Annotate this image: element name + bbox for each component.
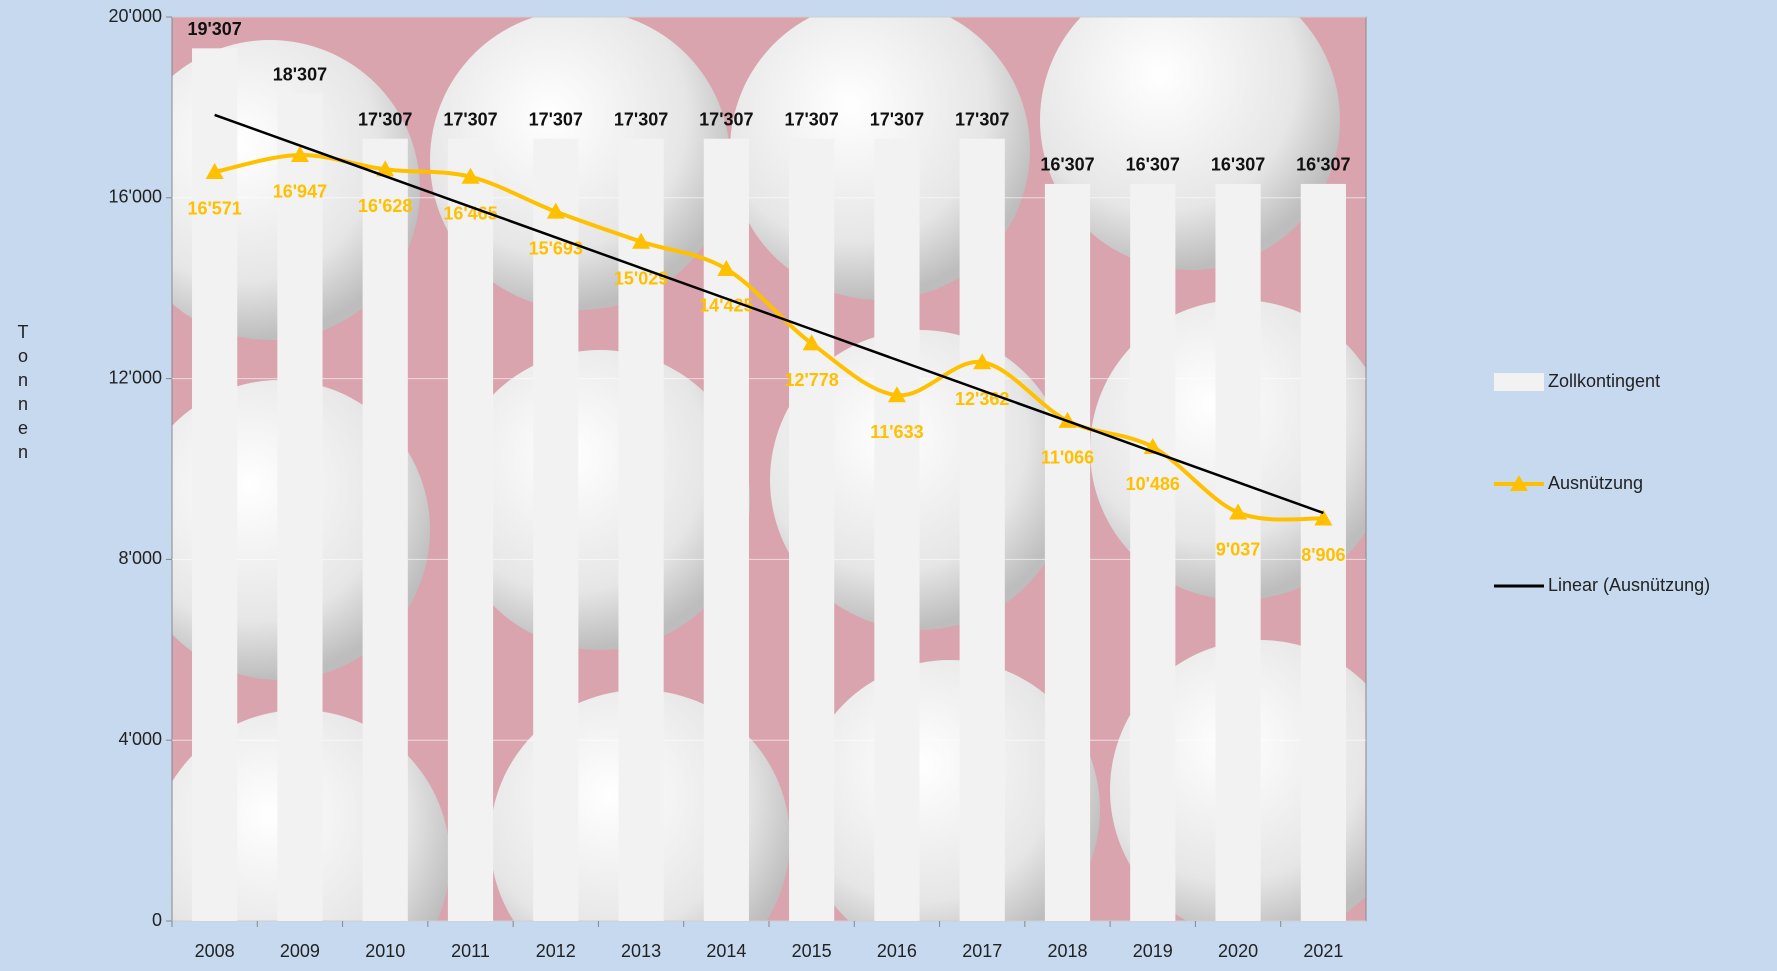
legend-swatch: [1494, 373, 1544, 391]
line-value-label: 11'633: [870, 422, 923, 442]
bar-value-label: 17'307: [784, 109, 838, 129]
bar: [703, 138, 749, 921]
marker: [290, 145, 309, 162]
bar: [618, 138, 664, 921]
x-tick-label: 2008: [195, 941, 235, 961]
bar: [1215, 183, 1261, 922]
bar: [277, 93, 323, 921]
line-value-label: 11'066: [1041, 448, 1094, 468]
bar-value-label: 17'307: [443, 109, 497, 129]
y-tick-label: 8'000: [119, 548, 162, 568]
bar-value-label: 19'307: [187, 19, 241, 39]
line-value-label: 15'029: [614, 268, 668, 288]
line-value-label: 12'362: [955, 389, 1009, 409]
x-tick-label: 2011: [451, 941, 490, 961]
bar-value-label: 17'307: [358, 109, 412, 129]
bar: [874, 138, 920, 921]
line-value-label: 16'571: [187, 199, 241, 219]
bar-value-label: 16'307: [1040, 155, 1094, 175]
bar: [1300, 183, 1346, 922]
bar-value-label: 18'307: [273, 64, 327, 84]
line-value-label: 12'778: [784, 370, 838, 390]
marker: [973, 353, 992, 370]
x-tick-label: 2012: [536, 941, 576, 961]
bar-value-label: 17'307: [699, 109, 753, 129]
line-value-label: 15'693: [529, 238, 583, 258]
line-value-label: 16'465: [443, 204, 497, 224]
y-tick-label: 16'000: [109, 187, 163, 207]
line-value-label: 16'947: [273, 182, 327, 202]
line-value-label: 9'037: [1216, 539, 1260, 559]
x-tick-label: 2020: [1218, 941, 1258, 961]
bar: [192, 48, 238, 921]
line-value-label: 14'425: [699, 296, 753, 316]
marker: [1314, 509, 1333, 526]
bar: [1044, 183, 1091, 922]
x-tick-label: 2015: [792, 941, 832, 961]
x-tick-label: 2019: [1133, 941, 1173, 961]
bar: [362, 138, 408, 921]
bar: [447, 138, 494, 921]
bar-value-label: 16'307: [1211, 155, 1265, 175]
y-tick-label: 12'000: [109, 367, 163, 387]
marker: [461, 167, 480, 184]
x-tick-label: 2017: [962, 941, 1002, 961]
bar: [959, 138, 1005, 921]
x-tick-label: 2014: [706, 941, 746, 961]
legend-label: Linear (Ausnützung): [1548, 575, 1710, 595]
marker: [1229, 503, 1248, 520]
bar-value-label: 17'307: [870, 109, 924, 129]
trend-line: [214, 113, 1324, 515]
y-tick-label: 20'000: [109, 6, 163, 26]
x-tick-label: 2021: [1303, 941, 1343, 961]
bar: [1130, 183, 1176, 922]
bar-value-label: 17'307: [529, 109, 583, 129]
bar-value-label: 17'307: [614, 109, 668, 129]
legend-label: Zollkontingent: [1548, 371, 1660, 391]
marker: [802, 334, 821, 351]
legend-label: Ausnützung: [1548, 473, 1643, 493]
x-tick-label: 2016: [877, 941, 917, 961]
y-tick-label: 4'000: [119, 729, 162, 749]
line-value-label: 8'906: [1301, 545, 1345, 565]
bar-value-label: 16'307: [1296, 155, 1350, 175]
line-value-label: 10'486: [1126, 474, 1180, 494]
marker: [632, 232, 651, 249]
bar-value-label: 16'307: [1126, 155, 1180, 175]
bar-value-label: 17'307: [955, 109, 1009, 129]
x-tick-label: 2018: [1047, 941, 1087, 961]
marker: [546, 202, 565, 219]
bar: [533, 138, 579, 921]
marks: 0 4'000 8'000 12'000 16'000 20'000 2008 2009 201…: [109, 6, 1711, 961]
marker: [376, 160, 395, 177]
marker: [717, 259, 736, 276]
y-axis-label: Tonnen: [13, 322, 33, 466]
x-tick-label: 2009: [280, 941, 320, 961]
legend-marker: [1510, 475, 1528, 491]
marker: [887, 386, 906, 403]
x-tick-label: 2010: [365, 941, 405, 961]
bar: [789, 138, 835, 921]
x-tick-label: 2013: [621, 941, 661, 961]
line-value-label: 16'628: [358, 196, 412, 216]
marker: [205, 162, 224, 179]
y-tick-label: 0: [152, 910, 162, 930]
